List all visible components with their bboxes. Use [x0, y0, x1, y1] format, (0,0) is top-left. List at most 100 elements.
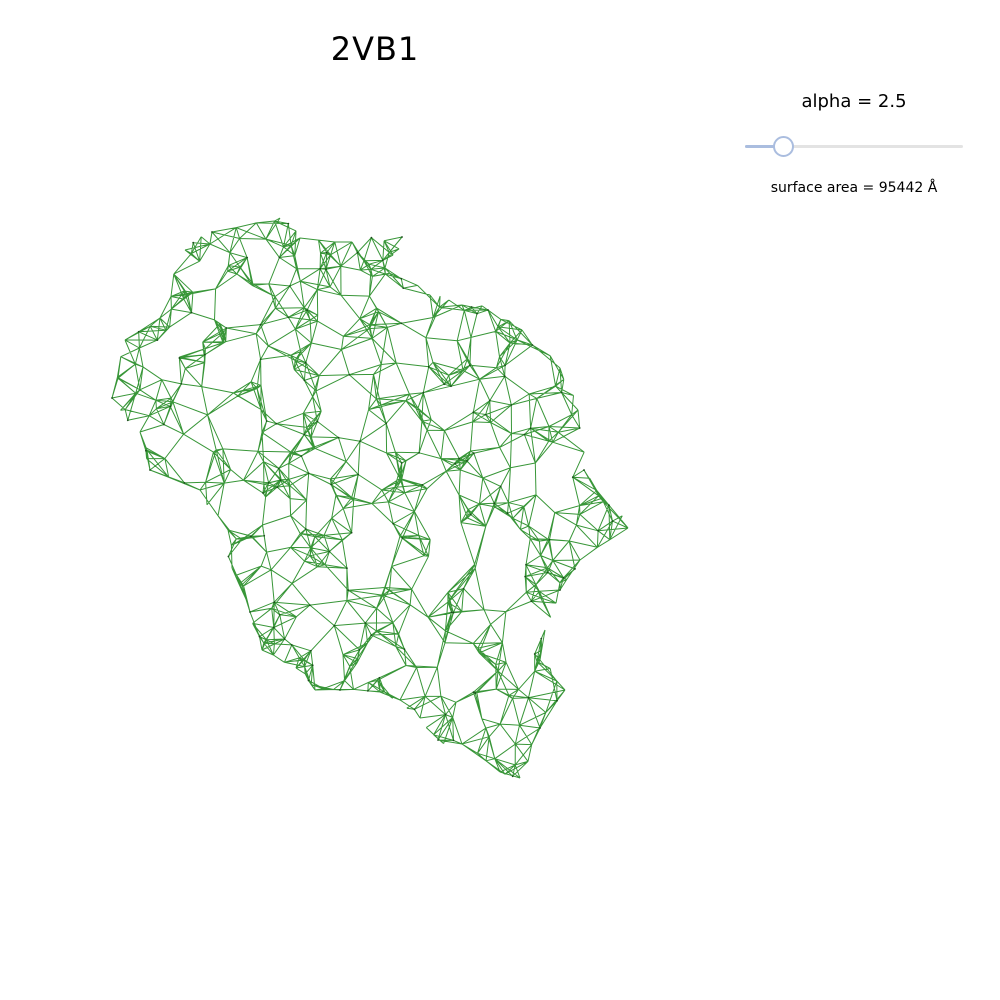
- mesh-vertex: [403, 648, 406, 651]
- alpha-slider-fill: [745, 145, 785, 148]
- mesh-vertex: [427, 365, 430, 368]
- mesh-vertex: [249, 611, 251, 613]
- mesh-vertex: [493, 502, 496, 505]
- mesh-vertex: [309, 604, 311, 606]
- mesh-vertex: [325, 251, 328, 254]
- mesh-vertex: [211, 231, 213, 233]
- mesh-vertex: [367, 690, 369, 692]
- mesh-vertex: [472, 452, 475, 455]
- mesh-vertex: [169, 405, 172, 408]
- mesh-vertex: [506, 512, 509, 515]
- mesh-vertex: [273, 601, 276, 604]
- mesh-vertex: [137, 330, 140, 333]
- mesh-vertex: [277, 467, 280, 470]
- mesh-vertex: [262, 492, 264, 494]
- mesh-vertex: [180, 383, 183, 385]
- mesh-vertex: [401, 236, 403, 238]
- mesh-vertex: [348, 373, 351, 376]
- mesh-vertex: [533, 653, 536, 655]
- mesh-vertex: [300, 455, 303, 457]
- mesh-vertex: [443, 383, 446, 386]
- alpha-slider-track[interactable]: [745, 145, 963, 148]
- mesh-vertex: [548, 538, 551, 541]
- mesh-vertex: [510, 404, 513, 406]
- mesh-vertex: [556, 699, 558, 702]
- figure-title: 2VB1: [330, 30, 420, 68]
- mesh-vertex: [452, 739, 455, 742]
- mesh-vertex: [504, 364, 506, 367]
- mesh-vertex: [381, 259, 384, 262]
- mesh-vertex: [279, 479, 282, 481]
- mesh-vertex: [421, 484, 424, 486]
- mesh-vertex: [328, 550, 331, 553]
- mesh-vertex: [560, 391, 563, 394]
- mesh-vertex: [346, 567, 348, 570]
- mesh-vertex: [608, 504, 610, 506]
- mesh-vertex: [178, 357, 181, 359]
- mesh-vertex: [307, 679, 310, 682]
- mesh-vertex: [418, 451, 420, 454]
- mesh-vertex: [472, 691, 475, 693]
- surface-area-readout: surface area = 95442 Å: [770, 180, 938, 196]
- mesh-vertex: [401, 537, 404, 539]
- mesh-vertex: [225, 327, 228, 329]
- mesh-vertex: [385, 422, 388, 425]
- mesh-vertex: [325, 268, 327, 271]
- alpha-slider[interactable]: [745, 132, 963, 162]
- mesh-vertex: [347, 589, 350, 592]
- mesh-vertex: [356, 251, 359, 254]
- mesh-vertex: [204, 353, 206, 356]
- mesh-vertex: [357, 473, 360, 476]
- mesh-vertex: [272, 626, 275, 629]
- mesh-vertex: [444, 713, 447, 716]
- mesh-vertex: [358, 649, 361, 651]
- mesh-vertex: [278, 613, 281, 616]
- mesh-vertex: [156, 339, 159, 341]
- mesh-vertex: [259, 323, 262, 326]
- mesh-vertex: [283, 638, 286, 640]
- mesh-vertex: [474, 692, 477, 694]
- alpha-slider-label: alpha = 2.5: [801, 91, 907, 112]
- mesh-vertex: [267, 481, 270, 484]
- alpha-slider-thumb[interactable]: [773, 136, 795, 157]
- mesh-vertex: [306, 309, 308, 312]
- mesh-vertex: [370, 634, 373, 636]
- mesh-vertex: [392, 522, 395, 525]
- mesh-vertex: [190, 311, 193, 314]
- mesh-vertex: [364, 622, 367, 624]
- mesh-vertex: [583, 469, 585, 471]
- mesh-vertex: [546, 571, 549, 574]
- mesh-vertex: [278, 256, 281, 259]
- mesh-vertex: [192, 241, 195, 244]
- mesh-vertex: [525, 563, 527, 566]
- mesh-edge-path: [111, 217, 629, 779]
- mesh-vertex: [450, 385, 452, 388]
- mesh-vertex: [562, 576, 565, 579]
- mesh-vertex: [303, 379, 306, 382]
- mesh-vertex: [524, 575, 527, 578]
- mesh-vertex: [304, 361, 307, 364]
- mesh-vertex: [413, 708, 416, 711]
- mesh-vertex: [402, 287, 405, 289]
- mesh-vertex: [437, 739, 439, 741]
- mesh-vertex: [316, 420, 319, 423]
- mesh-vertex: [339, 689, 341, 691]
- mesh-vertex: [183, 482, 186, 484]
- mesh-vertex: [149, 469, 151, 471]
- mesh-vertex: [265, 420, 268, 422]
- mesh-vertex: [246, 256, 249, 259]
- mesh-vertices: [111, 222, 614, 778]
- mesh-vertex: [227, 555, 230, 558]
- mesh-vertex: [422, 391, 425, 394]
- mesh-vertex: [527, 696, 530, 699]
- mesh-vertex: [472, 411, 475, 414]
- mesh-vertex: [304, 528, 307, 530]
- mesh-vertex: [611, 520, 614, 522]
- mesh-vertex: [350, 531, 353, 534]
- mesh-vertex: [287, 316, 290, 319]
- mesh-vertex: [452, 611, 455, 614]
- mesh-vertex: [163, 423, 165, 426]
- mesh-vertex: [578, 427, 581, 429]
- mesh-vertex: [529, 427, 532, 430]
